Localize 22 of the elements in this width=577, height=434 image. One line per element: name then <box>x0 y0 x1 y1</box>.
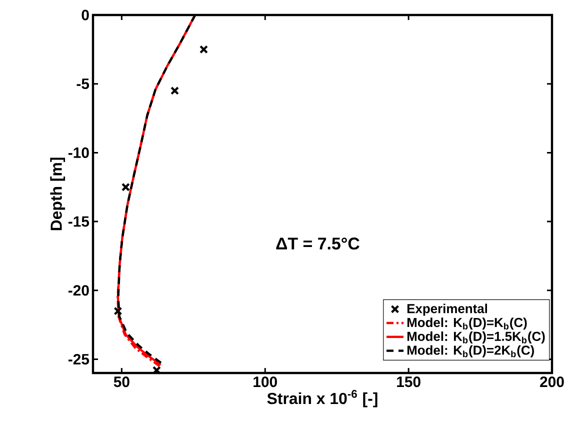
y-tick-label: -10 <box>68 147 89 158</box>
y-tick-label: -25 <box>68 354 90 365</box>
point <box>199 45 208 54</box>
legend-label: Model: K$_{b}$(D)=1.5K$_{b}$(C) <box>407 331 545 344</box>
legend-label: Model: K$_{b}$(D)=2K$_{b}$(C) <box>407 345 534 358</box>
y-tick-label: 0 <box>82 10 89 20</box>
y-tick-label: -15 <box>68 216 90 227</box>
point <box>152 366 161 375</box>
y-tick-label: -20 <box>68 285 89 296</box>
x-tick-label: 200 <box>540 376 564 388</box>
x-axis-title: Strain x 10$^{-6}$ [-] <box>267 390 378 408</box>
legend-label: Model: K$_{b}$(D)=K$_{b}$(C) <box>407 318 527 330</box>
point <box>121 182 130 192</box>
y-tick-label: -5 <box>76 78 90 90</box>
x-tick-label: 150 <box>397 376 420 388</box>
legend-label: Experimental <box>407 304 488 316</box>
point <box>114 306 122 316</box>
annotation: ΔT = 7.5°C <box>276 238 360 250</box>
x-tick-label: 50 <box>114 376 130 388</box>
x-tick-label: 100 <box>254 376 277 388</box>
point <box>170 86 180 96</box>
y-axis-title: Depth [m] <box>50 158 66 230</box>
